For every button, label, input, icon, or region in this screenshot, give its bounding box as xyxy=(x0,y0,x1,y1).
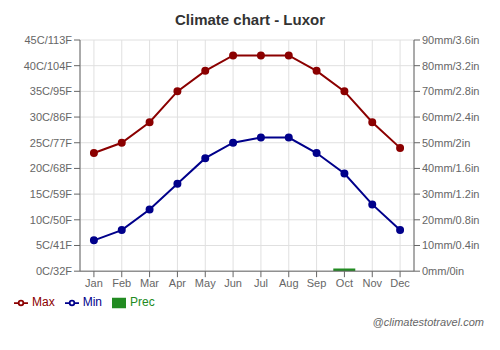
svg-text:80mm/3.2in: 80mm/3.2in xyxy=(422,60,479,72)
html-text:@climatestotravel.com: @climatestotravel.com xyxy=(372,316,484,328)
svg-text:40C/104F: 40C/104F xyxy=(24,60,73,72)
svg-text:Mar: Mar xyxy=(140,277,159,289)
svg-text:60mm/2.4in: 60mm/2.4in xyxy=(422,111,479,123)
svg-text:0mm/0in: 0mm/0in xyxy=(422,265,464,277)
svg-text:40mm/1.6in: 40mm/1.6in xyxy=(422,162,479,174)
svg-text:Apr: Apr xyxy=(169,277,186,289)
svg-text:45C/113F: 45C/113F xyxy=(25,34,73,46)
svg-text:Sep: Sep xyxy=(307,277,327,289)
svg-text:May: May xyxy=(195,277,216,289)
svg-text:15C/59F: 15C/59F xyxy=(30,188,72,200)
html-text:Max: Max xyxy=(32,295,55,310)
svg-text:5C/41F: 5C/41F xyxy=(36,239,72,251)
svg-text:90mm/3.6in: 90mm/3.6in xyxy=(422,34,479,46)
svg-text:Oct: Oct xyxy=(336,277,353,289)
svg-text:10C/50F: 10C/50F xyxy=(30,214,72,226)
svg-text:30C/86F: 30C/86F xyxy=(30,111,72,123)
svg-text:Aug: Aug xyxy=(279,277,299,289)
svg-text:20C/68F: 20C/68F xyxy=(30,162,72,174)
svg-text:20mm/0.8in: 20mm/0.8in xyxy=(422,214,479,226)
svg-text:50mm/2in: 50mm/2in xyxy=(422,137,470,149)
svg-text:Dec: Dec xyxy=(390,277,410,289)
svg-text:70mm/2.8in: 70mm/2.8in xyxy=(422,85,479,97)
svg-text:Jan: Jan xyxy=(85,277,103,289)
html-text:Min: Min xyxy=(82,295,102,310)
svg-text:25C/77F: 25C/77F xyxy=(30,137,72,149)
svg-text:10mm/0.4in: 10mm/0.4in xyxy=(422,239,479,251)
svg-text:35C/95F: 35C/95F xyxy=(30,85,72,97)
svg-text:Feb: Feb xyxy=(112,277,131,289)
svg-text:30mm/1.2in: 30mm/1.2in xyxy=(422,188,479,200)
svg-text:Nov: Nov xyxy=(362,277,382,289)
svg-text:0C/32F: 0C/32F xyxy=(36,265,72,277)
html-text:Prec: Prec xyxy=(130,295,155,310)
html-text:Climate chart - Luxor: Climate chart - Luxor xyxy=(175,11,325,28)
svg-text:Jul: Jul xyxy=(254,277,268,289)
svg-text:Jun: Jun xyxy=(224,277,242,289)
